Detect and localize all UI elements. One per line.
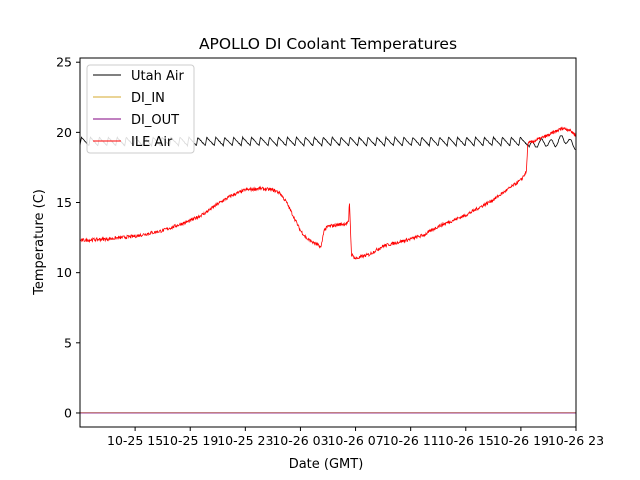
y-tick-label: 10 (56, 265, 72, 280)
y-tick-label: 25 (56, 55, 72, 70)
series-line-ile-air (80, 126, 576, 260)
legend-label-utah-air: Utah Air (131, 69, 184, 84)
y-tick-label: 5 (64, 335, 72, 350)
x-tick-label: 10-26 03 (272, 433, 328, 448)
legend-label-ile-air: ILE Air (131, 135, 173, 150)
legend-label-di-out: DI_OUT (131, 113, 179, 128)
x-tick-label: 10-26 15 (438, 433, 494, 448)
legend: Utah Air DI_IN DI_OUT ILE Air (86, 64, 195, 154)
chart-title: APOLLO DI Coolant Temperatures (199, 35, 457, 53)
legend-label-di-in: DI_IN (131, 91, 165, 106)
x-axis-title: Date (GMT) (289, 457, 364, 472)
axes-frame (79, 57, 577, 428)
x-tick-label: 10-26 11 (383, 433, 439, 448)
y-tick-label: 20 (56, 125, 72, 140)
x-tick-label: 10-25 23 (217, 433, 273, 448)
x-tick-label: 10-26 23 (548, 433, 604, 448)
y-tick-label: 15 (56, 195, 72, 210)
y-axis-title: Temperature (C) (32, 189, 47, 296)
y-tick-label: 0 (64, 405, 72, 420)
x-tick-label: 10-25 19 (162, 433, 218, 448)
x-tick-label: 10-26 07 (327, 433, 383, 448)
x-tick-label: 10-26 19 (493, 433, 549, 448)
x-tick-label: 10-25 15 (107, 433, 163, 448)
legend-frame (86, 64, 195, 154)
